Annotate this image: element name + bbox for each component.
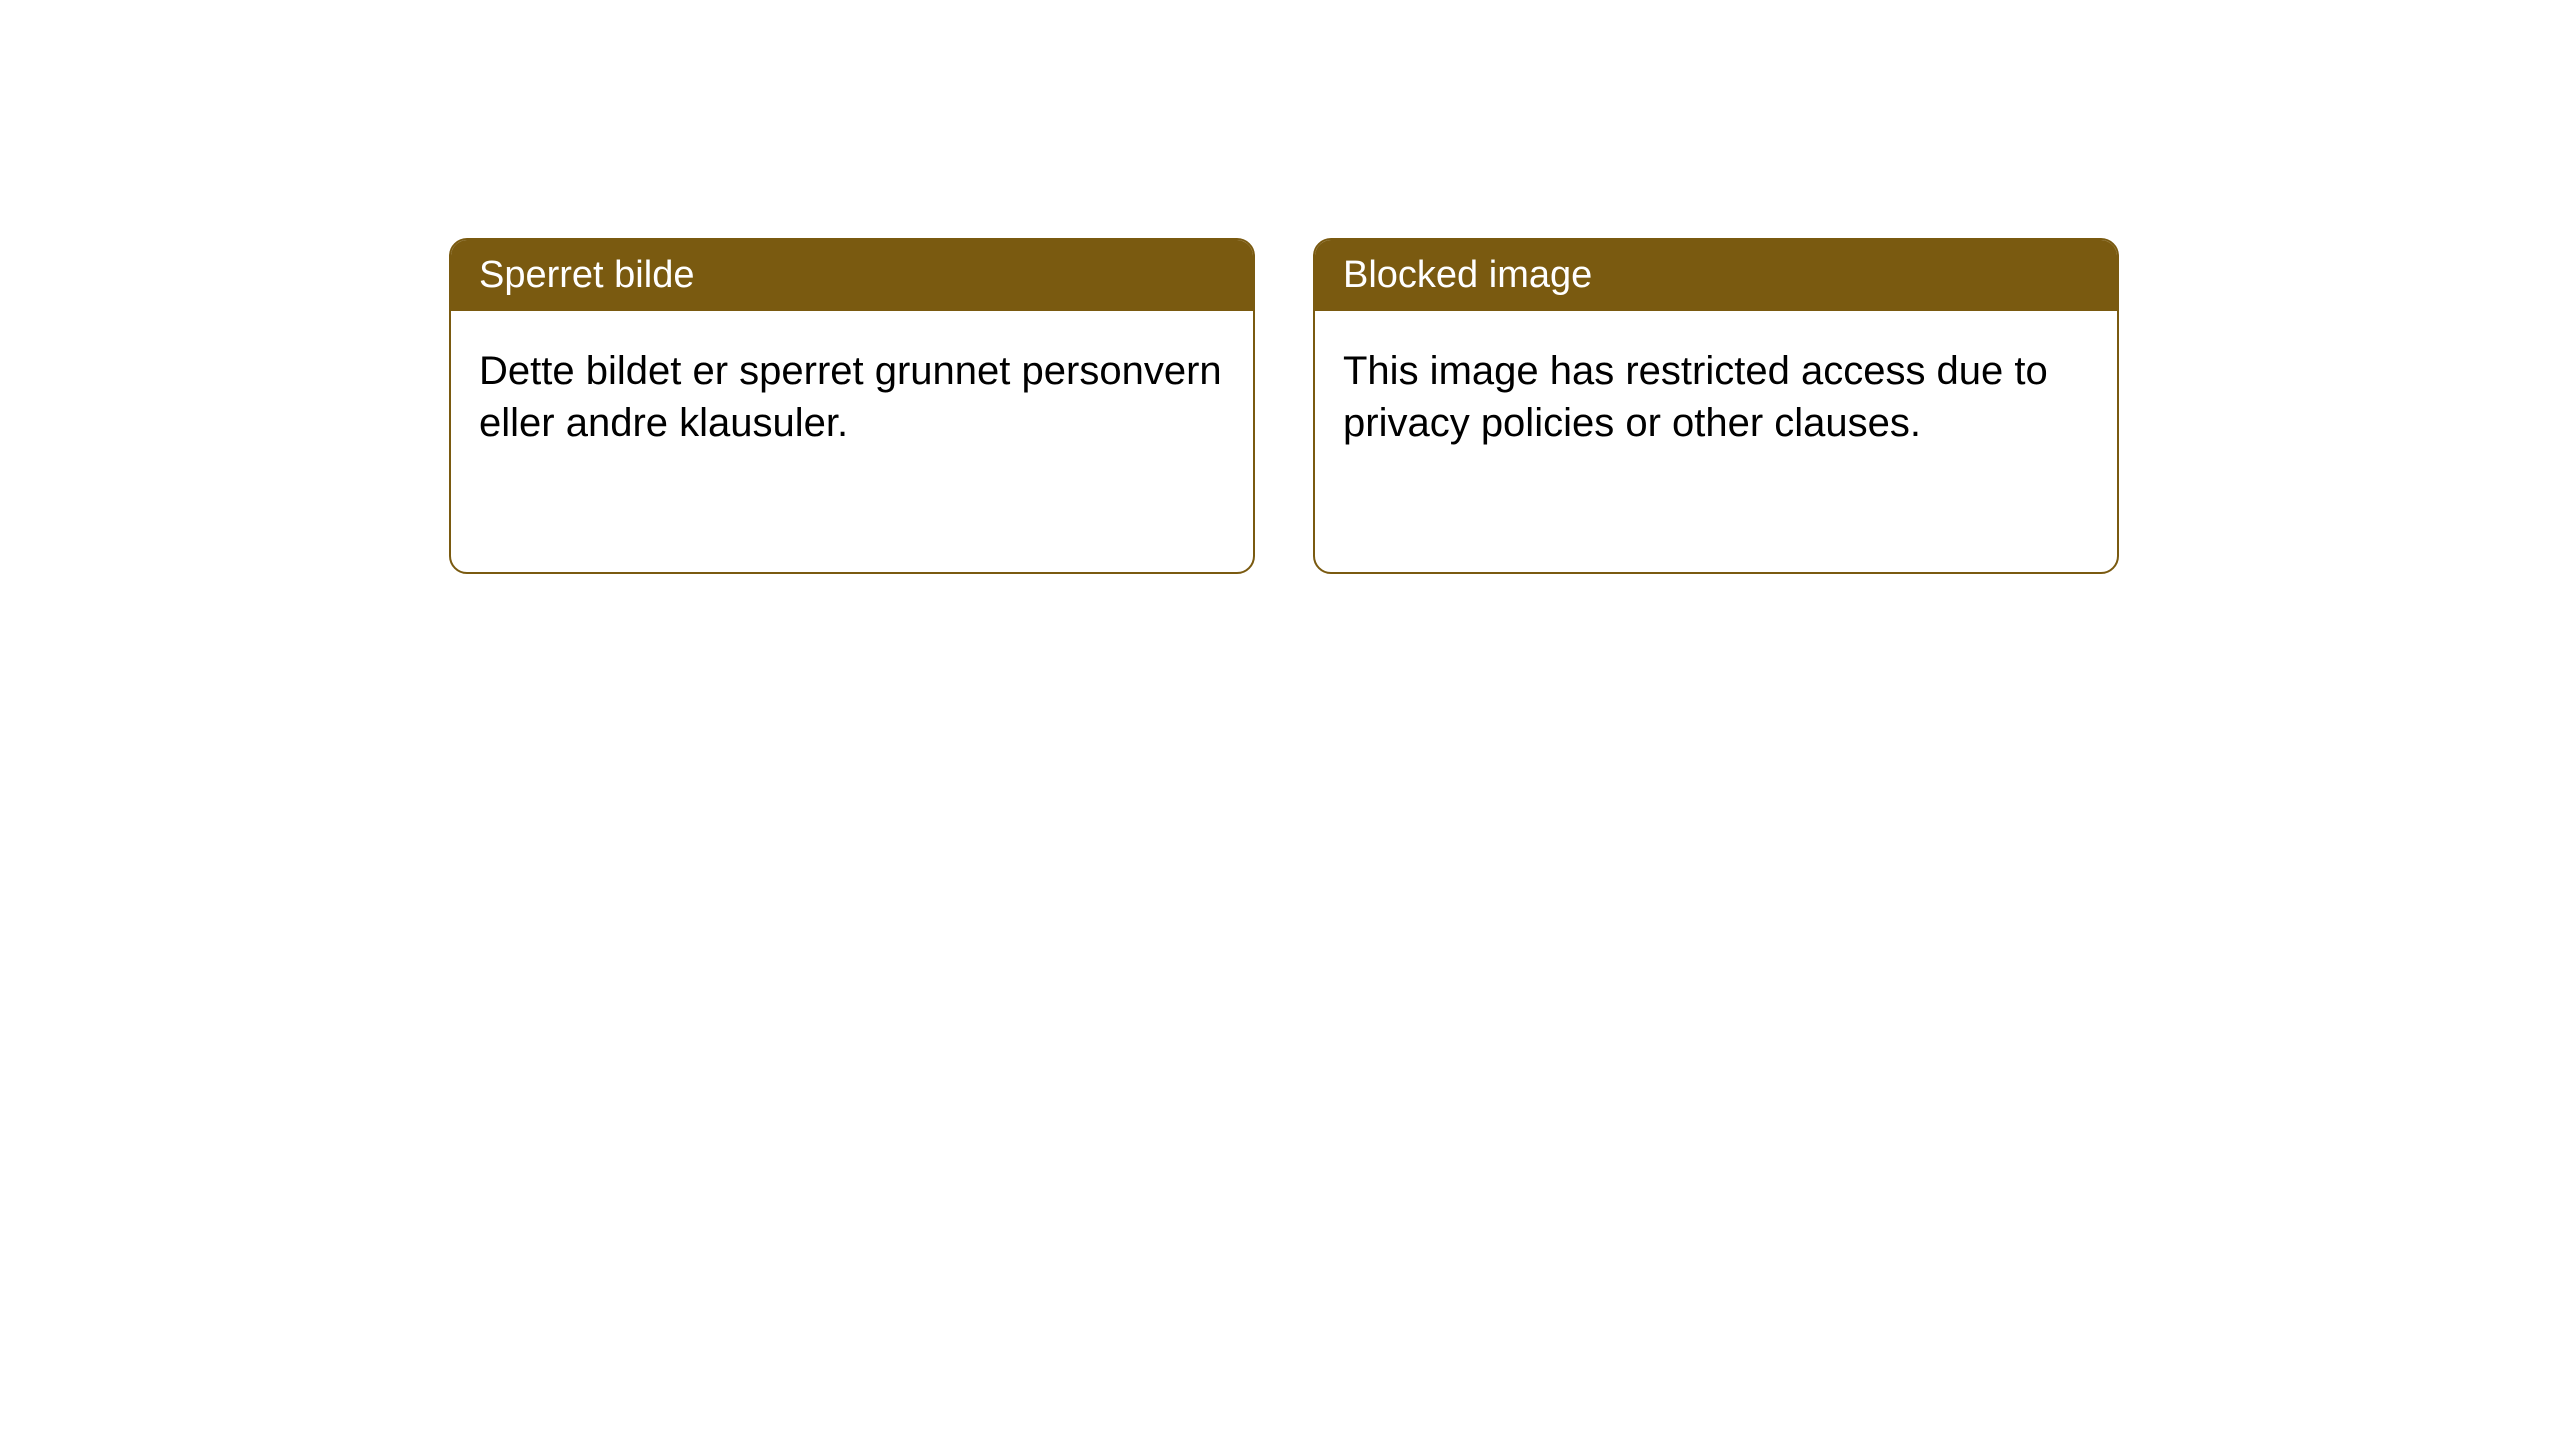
notice-card-header: Blocked image [1315, 240, 2117, 311]
notice-cards-container: Sperret bilde Dette bildet er sperret gr… [449, 238, 2119, 574]
notice-title: Blocked image [1343, 254, 1592, 296]
notice-card-norwegian: Sperret bilde Dette bildet er sperret gr… [449, 238, 1255, 574]
notice-card-body: Dette bildet er sperret grunnet personve… [451, 311, 1253, 483]
notice-card-header: Sperret bilde [451, 240, 1253, 311]
notice-card-english: Blocked image This image has restricted … [1313, 238, 2119, 574]
notice-title: Sperret bilde [479, 254, 694, 296]
notice-body-text: This image has restricted access due to … [1343, 349, 2048, 445]
notice-card-body: This image has restricted access due to … [1315, 311, 2117, 483]
notice-body-text: Dette bildet er sperret grunnet personve… [479, 349, 1222, 445]
